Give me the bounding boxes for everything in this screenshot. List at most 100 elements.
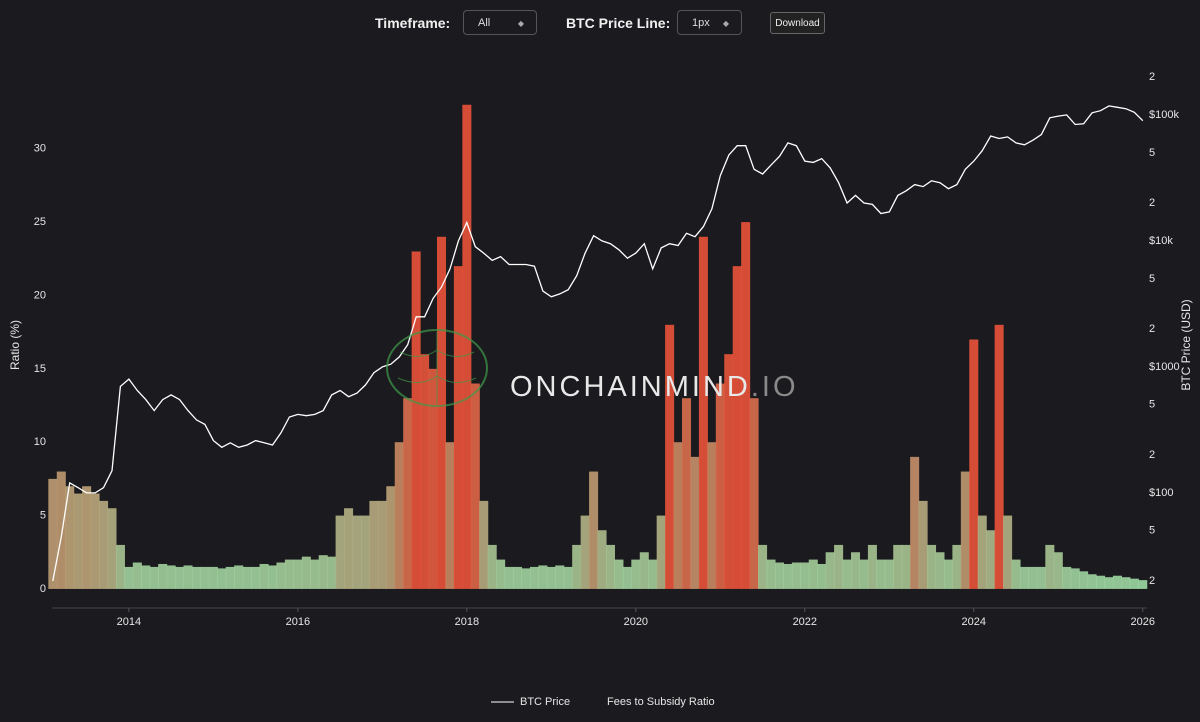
price-line [52, 105, 1144, 582]
ratio-bar [284, 559, 294, 589]
ratio-bar [259, 563, 269, 589]
ratio-bar [808, 559, 818, 589]
y2-tick-label: $10k [1149, 235, 1173, 247]
ratio-bar [90, 493, 100, 589]
ratio-bar [521, 568, 531, 589]
ratio-bar [825, 552, 835, 589]
x-tick-label: 2026 [1131, 616, 1155, 628]
ratio-bar [1096, 575, 1106, 589]
ratio-bar [698, 236, 708, 589]
watermark-name: ONCHAINMIND [510, 371, 751, 403]
ratio-bar [758, 544, 768, 589]
ratio-bar [293, 559, 303, 589]
ratio-bar [656, 515, 666, 589]
line-label: BTC Price Line: [566, 15, 671, 31]
y2-tick-label: 2 [1149, 323, 1155, 335]
ratio-bar [1129, 578, 1139, 589]
x-tick-label: 2016 [286, 616, 310, 628]
y2-tick-label: 2 [1149, 449, 1155, 461]
ratio-bar [462, 104, 472, 589]
line-select[interactable]: 1px [677, 10, 742, 36]
y-axis-label: Ratio (%) [8, 320, 22, 370]
ratio-bar [208, 566, 218, 589]
ratio-bar [563, 566, 573, 589]
ratio-bar [850, 552, 861, 589]
ratio-bar [1112, 575, 1122, 589]
ratio-bar [386, 486, 396, 589]
plot [48, 104, 1148, 589]
ratio-bar [479, 500, 489, 589]
ratio-bar [665, 324, 675, 589]
ratio-bar [132, 562, 142, 589]
ratio-bar [876, 559, 886, 589]
y2-tick-label: 5 [1149, 399, 1155, 411]
ratio-bar [82, 486, 92, 589]
ratio-bar [994, 324, 1004, 589]
ratio-bar [707, 442, 717, 589]
download-button[interactable]: Download [770, 12, 825, 34]
ratio-bar [791, 562, 801, 589]
ratio-bar [1104, 577, 1114, 589]
ratio-bar [774, 562, 784, 589]
legend-label: BTC Price [520, 696, 570, 708]
ratio-bar [715, 383, 725, 589]
ratio-bar [301, 556, 311, 589]
y2-tick-label: 5 [1149, 273, 1155, 285]
ratio-bar [901, 544, 911, 589]
ratio-bar [428, 368, 438, 589]
ratio-bar [622, 566, 632, 589]
ratio-bar [1003, 515, 1013, 589]
ratio-bar [1019, 566, 1029, 589]
ratio-bar [1053, 552, 1063, 589]
ratio-bar [1079, 571, 1089, 589]
ratio-bar [580, 515, 590, 589]
ratio-bar [242, 566, 252, 589]
y2-tick-label: 2 [1149, 575, 1155, 587]
ratio-bar [724, 354, 734, 589]
ratio-bar [360, 515, 370, 589]
ratio-bar [166, 565, 176, 589]
ratio-bar [614, 559, 624, 589]
y-tick-label: 15 [34, 363, 46, 375]
ratio-bar [690, 456, 700, 589]
ratio-bar [327, 556, 337, 589]
ratio-bar [927, 544, 937, 589]
ratio-bar [217, 568, 227, 589]
ratio-bar [99, 500, 109, 589]
ratio-bar [344, 508, 354, 589]
ratio-bar [369, 500, 379, 589]
ratio-bar [48, 478, 58, 589]
ratio-bar [234, 565, 244, 589]
ratio-bar [403, 398, 413, 589]
ratio-bar [268, 565, 278, 589]
ratio-bar [1062, 566, 1072, 589]
y2-tick-label: 5 [1149, 525, 1155, 537]
ratio-bar [487, 544, 497, 589]
x-tick-label: 2018 [455, 616, 479, 628]
ratio-bar [597, 530, 607, 589]
ratio-bar [572, 544, 582, 589]
y-tick-label: 0 [40, 583, 46, 595]
ratio-bar [420, 354, 430, 589]
timeframe-select[interactable]: All [463, 10, 537, 36]
ratio-bar [783, 563, 793, 589]
y2-tick-label: 5 [1149, 147, 1155, 159]
ratio-bar [394, 442, 404, 589]
ratio-bar [310, 559, 320, 589]
ratio-bar [749, 398, 759, 589]
ratio-bar [1121, 577, 1131, 589]
y2-tick-label: $100 [1149, 487, 1173, 499]
y-tick-label: 25 [34, 216, 46, 228]
ratio-bar [470, 383, 480, 589]
ratio-bar [732, 266, 742, 589]
ratio-bar [943, 559, 953, 589]
ratio-bar [411, 251, 421, 589]
ratio-bar [200, 566, 210, 589]
ratio-bar [496, 559, 506, 589]
ratio-bar [893, 544, 903, 589]
ratio-bar [504, 566, 514, 589]
ratio-bar [1036, 566, 1046, 589]
ratio-bar [800, 562, 810, 589]
